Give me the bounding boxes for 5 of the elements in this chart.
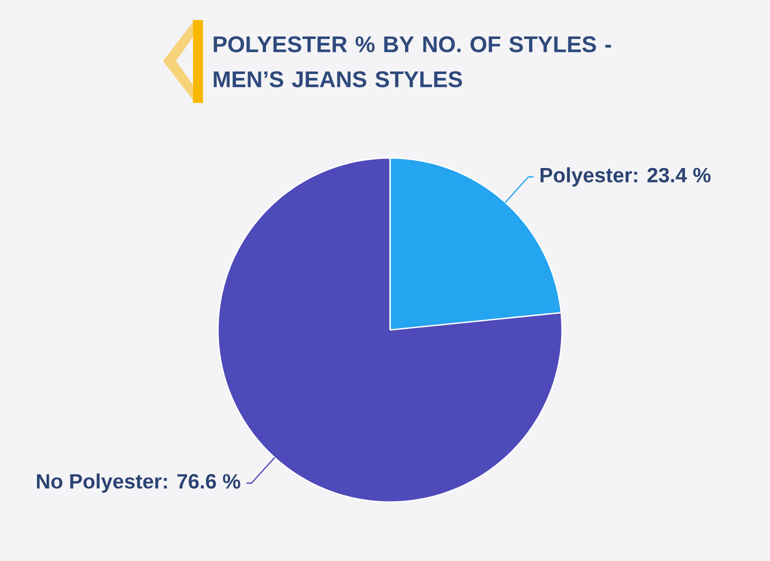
data-label: : 76.6 % xyxy=(164,474,240,489)
slice-label: No Polyester xyxy=(36,473,162,493)
chart-title: POLYESTER % BY NO. OF STYLES - MEN’S JEANS STYLES xyxy=(214,36,612,88)
data-label: : 23.4 % xyxy=(634,168,711,182)
slice-label: Polyester xyxy=(540,167,632,187)
